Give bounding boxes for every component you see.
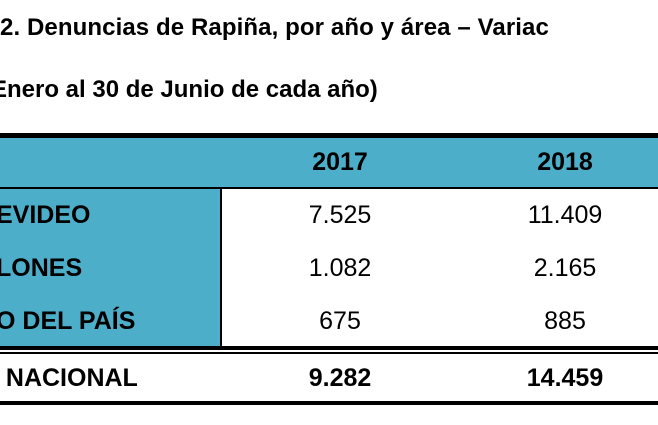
label-divider	[220, 189, 222, 346]
cell-total-2017: 9.282	[308, 364, 372, 392]
row-label-montevideo: EVIDEO	[0, 201, 91, 229]
cell-canelones-2018: 2.165	[533, 254, 597, 282]
header-divider	[0, 187, 658, 189]
row-label-total-nacional: . NACIONAL	[0, 364, 138, 392]
bottom-rule	[0, 401, 658, 405]
column-header-2018: 2018	[537, 148, 593, 176]
cell-resto-2018: 885	[544, 307, 586, 335]
cell-total-2018: 14.459	[526, 364, 604, 392]
row-label-canelones: LONES	[0, 254, 83, 282]
cell-montevideo-2017: 7.525	[308, 201, 372, 229]
total-divider-inner	[0, 352, 658, 354]
cell-resto-2017: 675	[319, 307, 361, 335]
header-row: 2017 2018	[0, 138, 658, 187]
cell-montevideo-2018: 11.409	[527, 201, 603, 229]
top-rule	[0, 133, 658, 138]
row-label-column	[0, 189, 220, 346]
total-divider	[0, 346, 658, 350]
column-header-2017: 2017	[312, 148, 368, 176]
table-subtitle: Enero al 30 de Junio de cada año)	[0, 76, 378, 103]
cell-canelones-2017: 1.082	[308, 254, 372, 282]
table-title: 2. Denuncias de Rapiña, por año y área –…	[0, 14, 549, 41]
row-label-resto-del-pais: O DEL PAÍS	[0, 307, 136, 335]
